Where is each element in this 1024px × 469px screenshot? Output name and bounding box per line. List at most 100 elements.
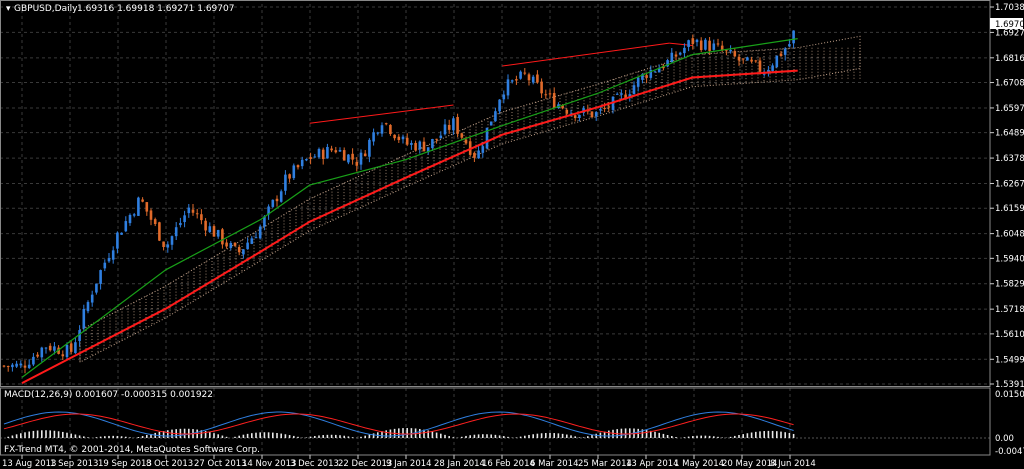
chart-menu-icon[interactable]: ▾ <box>6 4 11 14</box>
candle-body <box>645 75 648 78</box>
candle-body <box>279 191 283 202</box>
candle-body <box>359 152 363 165</box>
candle-body <box>414 142 417 151</box>
price-tick-label: 1.54990 <box>995 355 1024 365</box>
candle-body <box>296 165 300 168</box>
main-pane-border <box>0 0 991 387</box>
candle-body <box>729 49 732 52</box>
candle-body <box>758 60 762 72</box>
candle-body <box>23 365 27 368</box>
candle-body <box>531 76 535 83</box>
candle-body <box>683 47 686 54</box>
candle-body <box>691 38 695 45</box>
candle-body <box>489 121 493 126</box>
candle-body <box>670 52 674 63</box>
candle-body <box>561 105 564 109</box>
copyright-text: FX-Trend MT4, © 2001-2014, MetaQuotes So… <box>4 445 260 455</box>
candle-body <box>292 165 296 179</box>
candle-body <box>527 74 531 81</box>
time-tick-label: 25 Mar 2014 <box>578 459 632 469</box>
candle-body <box>485 127 489 149</box>
candle-body <box>788 44 791 47</box>
candle-body <box>754 60 758 62</box>
candle-body <box>523 72 527 74</box>
candle-body <box>452 118 455 131</box>
candle-body <box>666 60 669 67</box>
price-tick-label: 1.58290 <box>995 280 1024 290</box>
candle-body <box>439 135 443 139</box>
time-tick-label: 19 Sep 2013 <box>98 459 152 469</box>
candle-body <box>746 57 749 61</box>
candle-body <box>792 30 795 44</box>
macd-signal-line <box>3 413 794 435</box>
candle-body <box>82 308 86 329</box>
candle-body <box>624 94 627 99</box>
candle-body <box>649 69 653 78</box>
candle-body <box>418 141 422 150</box>
candle-body <box>590 111 594 118</box>
candle-body <box>762 73 766 75</box>
candle-body <box>61 354 65 357</box>
candle-body <box>179 222 182 226</box>
candle-body <box>641 74 644 80</box>
candle-body <box>544 94 548 96</box>
candle-body <box>36 354 39 357</box>
candle-body <box>132 214 136 216</box>
candle-body <box>204 220 207 231</box>
candle-body <box>494 111 497 122</box>
macd-tick-label: -0.004718 <box>995 447 1024 457</box>
candle-body <box>725 50 728 52</box>
candle-body <box>519 71 522 79</box>
candle-body <box>326 146 329 159</box>
time-tick-label: 14 Nov 2013 <box>242 459 296 469</box>
candle-body <box>380 125 384 134</box>
candle-body <box>347 154 350 163</box>
candle-body <box>200 214 203 221</box>
candles <box>2 30 795 374</box>
candle-body <box>90 294 94 303</box>
price-tick-label: 1.68160 <box>995 54 1024 64</box>
time-tick-label: 13 Apr 2014 <box>626 459 679 469</box>
candle-body <box>27 364 31 368</box>
candle-body <box>242 249 245 255</box>
candle-body <box>208 226 212 233</box>
candle-body <box>540 81 543 94</box>
candle-body <box>149 210 153 220</box>
symbol-label: GBPUSD,Daily <box>14 4 78 14</box>
price-tick-label: 1.67080 <box>995 79 1024 89</box>
candle-body <box>99 270 102 284</box>
pane-frame <box>0 0 991 456</box>
candle-body <box>720 45 724 51</box>
candle-body <box>443 124 447 135</box>
candle-body <box>376 132 380 134</box>
candle-body <box>426 147 430 153</box>
candle-body <box>536 74 539 83</box>
candle-body <box>162 241 165 248</box>
candle-body <box>183 215 186 223</box>
trendlines <box>309 42 693 124</box>
candle-body <box>620 93 623 95</box>
candle-body <box>120 232 123 235</box>
macd-main-line <box>3 411 794 437</box>
candle-body <box>330 148 333 151</box>
price-tick-label: 1.61590 <box>995 204 1024 214</box>
candle-body <box>473 152 476 158</box>
candle-body <box>510 80 514 82</box>
candle-body <box>111 250 115 260</box>
candle-body <box>515 79 518 81</box>
candle-body <box>267 206 270 215</box>
candle-body <box>674 54 678 57</box>
candle-body <box>653 71 657 73</box>
candle-body <box>607 106 611 108</box>
time-tick-label: 8 Jun 2014 <box>770 459 816 469</box>
trendline <box>502 42 670 67</box>
chart-grid <box>0 4 990 455</box>
candle-body <box>342 150 346 161</box>
candle-body <box>237 247 241 253</box>
candle-body <box>678 52 682 55</box>
price-tick-label: 1.59400 <box>995 254 1024 264</box>
candle-body <box>170 236 174 245</box>
candle-body <box>191 209 195 213</box>
